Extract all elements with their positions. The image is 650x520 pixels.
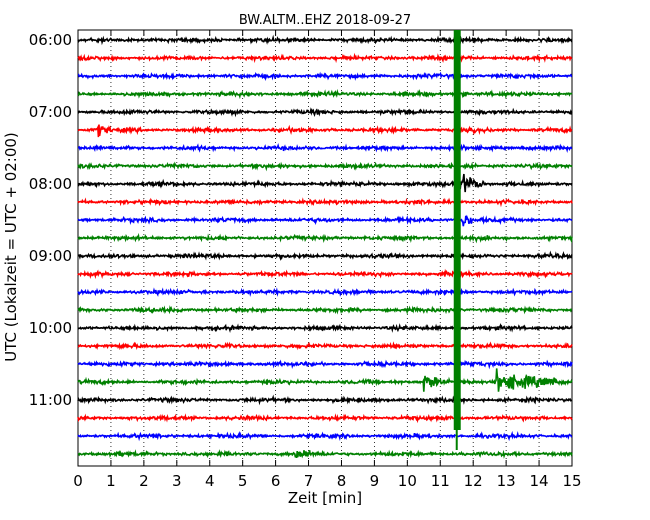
x-tick-label: 6 (271, 472, 281, 490)
plot-background (78, 30, 572, 466)
trace-group (77, 30, 573, 459)
trace-row (77, 287, 573, 297)
y-axis-label: UTC (Lokalzeit = UTC + 02:00) (2, 132, 20, 362)
trace-row (78, 143, 573, 153)
trace-row (77, 88, 573, 101)
trace-row (77, 449, 573, 459)
y-tick-label: 10:00 (29, 319, 72, 337)
trace-row (77, 214, 573, 227)
x-tick-label: 4 (205, 472, 215, 490)
trace-row (77, 368, 573, 392)
y-axis-ticks: 06:00 07:00 08:00 09:00 10:00 11:00 (29, 31, 572, 409)
x-tick-label: 0 (73, 472, 83, 490)
trace-row (77, 34, 573, 46)
y-tick-label: 07:00 (29, 103, 72, 121)
x-axis-ticks: 0 1 2 3 4 5 6 7 8 9 10 11 12 13 14 15 (73, 30, 582, 490)
trace-row (77, 413, 573, 424)
x-tick-label: 13 (497, 472, 516, 490)
trace-row (77, 173, 573, 193)
trace-row (77, 232, 573, 244)
x-tick-label: 8 (337, 472, 347, 490)
trace-row (77, 250, 573, 262)
trace-row (77, 124, 573, 138)
y-tick-label: 06:00 (29, 31, 72, 49)
trace-row (77, 305, 573, 315)
chart-title: BW.ALTM..EHZ 2018-09-27 (239, 13, 411, 28)
trace-row (77, 323, 573, 333)
trace-row (77, 359, 573, 370)
x-tick-label: 12 (464, 472, 483, 490)
x-tick-label: 15 (562, 472, 581, 490)
trace-row (77, 197, 573, 208)
trace-row (77, 107, 573, 118)
trace-row (77, 341, 573, 351)
plot-frame (77, 29, 573, 467)
trace-row (77, 161, 573, 172)
trace-row (77, 430, 573, 442)
x-tick-label: 2 (139, 472, 149, 490)
x-tick-label: 5 (238, 472, 248, 490)
y-tick-label: 11:00 (29, 391, 72, 409)
x-tick-label: 7 (304, 472, 314, 490)
trace-row (77, 268, 573, 280)
x-tick-label: 11 (431, 472, 450, 490)
y-tick-label: 08:00 (29, 175, 72, 193)
y-tick-label: 09:00 (29, 247, 72, 265)
x-tick-label: 9 (370, 472, 380, 490)
x-axis-label: Zeit [min] (288, 489, 362, 507)
trace-row (77, 71, 573, 82)
x-tick-label: 14 (530, 472, 549, 490)
trace-row (77, 52, 573, 64)
plot-area (77, 29, 573, 467)
x-tick-label: 10 (398, 472, 417, 490)
grid-lines (77, 30, 573, 466)
x-tick-label: 3 (172, 472, 182, 490)
trace-row (77, 394, 573, 406)
x-tick-label: 1 (106, 472, 116, 490)
